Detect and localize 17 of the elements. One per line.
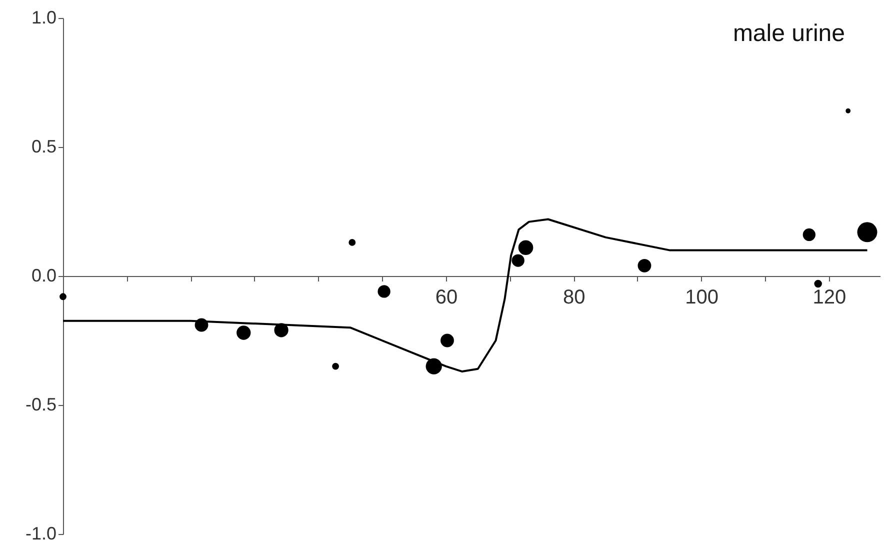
point	[440, 334, 454, 348]
point	[378, 285, 390, 298]
annotation: male urine	[732, 20, 845, 47]
point	[638, 258, 652, 272]
y-tick-label: 0.5	[31, 136, 56, 156]
y-tick-label: -1.0	[25, 524, 56, 544]
y-tick-label: -0.5	[25, 394, 56, 414]
point	[512, 254, 524, 267]
y-tick-label: 0.0	[31, 266, 56, 286]
x-tick-label: 60	[435, 286, 458, 308]
x-tick-label: 80	[563, 286, 586, 308]
point	[236, 326, 251, 340]
y-tick-label: 1.0	[31, 8, 56, 28]
x-tick-label: 100	[685, 286, 718, 308]
line-series	[62, 218, 868, 372]
x-tick-label: 120	[812, 286, 846, 308]
point	[802, 228, 816, 242]
